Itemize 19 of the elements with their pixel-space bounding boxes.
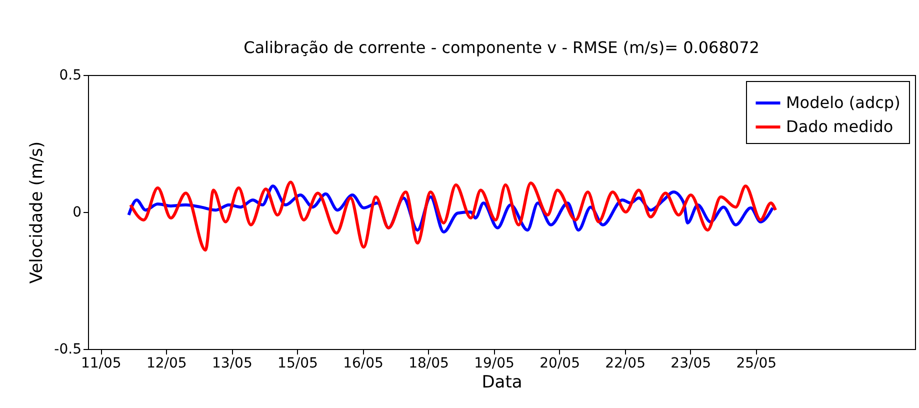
x-tick-label: 11/05 [80,356,122,372]
x-tick-label: 25/05 [736,356,777,372]
x-tick-label: 22/05 [605,356,646,372]
x-tick-label: 13/05 [212,356,252,372]
y-tick-label: 0 [72,204,82,220]
legend-label: Modelo (adcp) [786,93,900,112]
y-axis-title: Velocidade (m/s) [27,141,48,284]
y-tick-label: -0.5 [54,342,82,358]
chart-title: Calibração de corrente - componente v - RMSE (m/s)= 0.068072 [244,38,760,57]
x-tick-label: 23/05 [670,356,712,372]
x-tick-label: 15/05 [278,356,318,372]
x-tick-label: 18/05 [408,356,449,372]
x-axis-title: Data [482,372,522,392]
y-tick-label: 0.5 [59,68,82,84]
x-tick-label: 12/05 [146,356,187,372]
x-tick-label: 20/05 [540,356,580,372]
x-tick-label: 16/05 [343,356,384,372]
x-tick-label: 19/05 [474,356,514,372]
legend-label: Dado medido [786,117,894,136]
